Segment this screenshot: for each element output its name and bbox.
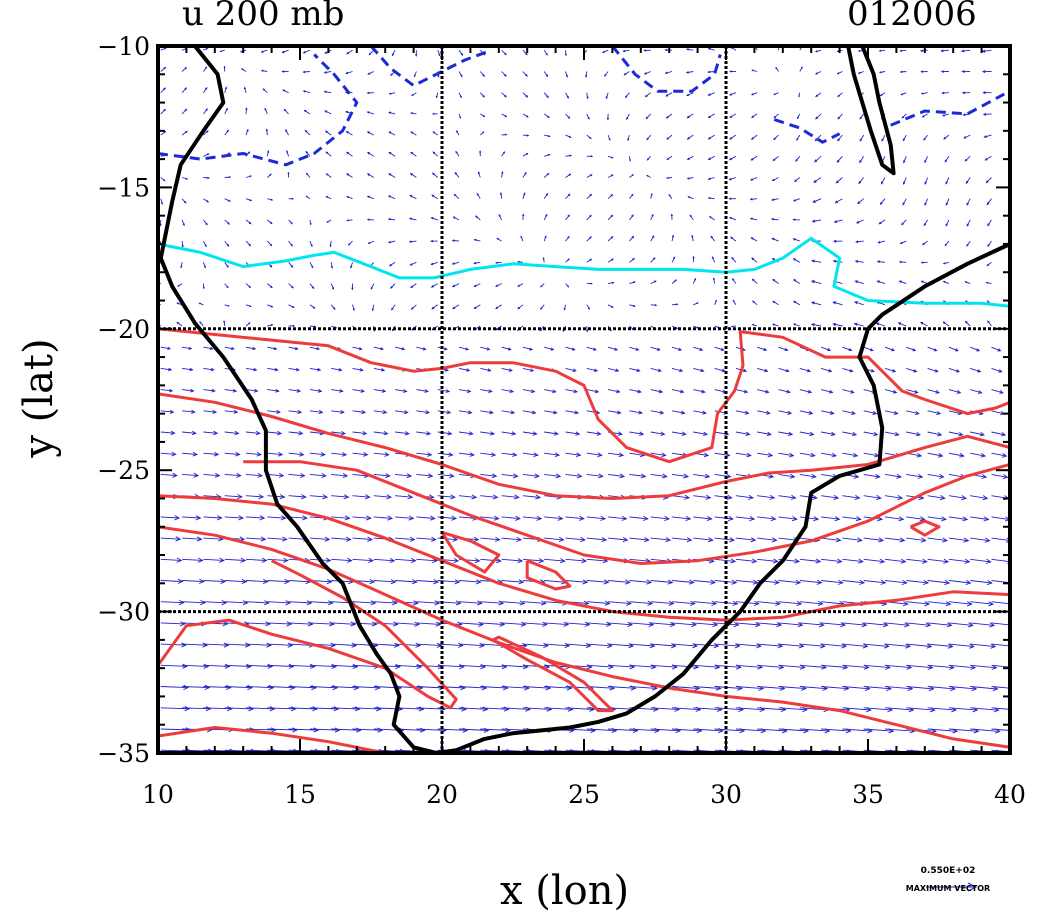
ref-vector-label: MAXIMUM VECTOR: [888, 884, 1008, 893]
x-tick-label-10: 10: [142, 780, 174, 809]
y-tick-label-10: −10: [97, 32, 150, 61]
x-tick-label-25: 25: [568, 780, 600, 809]
reference-vector-legend: 0.550E+02 MAXIMUM VECTOR: [888, 866, 1008, 893]
date-label: 012006: [847, 0, 977, 34]
x-axis-title: x (lon): [500, 868, 629, 914]
y-tick-label-25: −25: [97, 456, 150, 485]
y-tick-label-30: −30: [97, 598, 150, 627]
field-title: u 200 mb: [182, 0, 344, 34]
x-tick-label-30: 30: [710, 780, 742, 809]
x-tick-label-15: 15: [284, 780, 316, 809]
y-axis-title: y (lat): [16, 323, 62, 473]
x-tick-label-40: 40: [994, 780, 1026, 809]
y-tick-label-35: −35: [97, 739, 150, 768]
x-tick-label-35: 35: [852, 780, 884, 809]
y-tick-label-20: −20: [97, 315, 150, 344]
x-tick-label-20: 20: [426, 780, 458, 809]
ref-vector-value: 0.550E+02: [888, 866, 1008, 876]
plot-area: [158, 46, 1010, 753]
y-tick-label-15: −15: [97, 173, 150, 202]
